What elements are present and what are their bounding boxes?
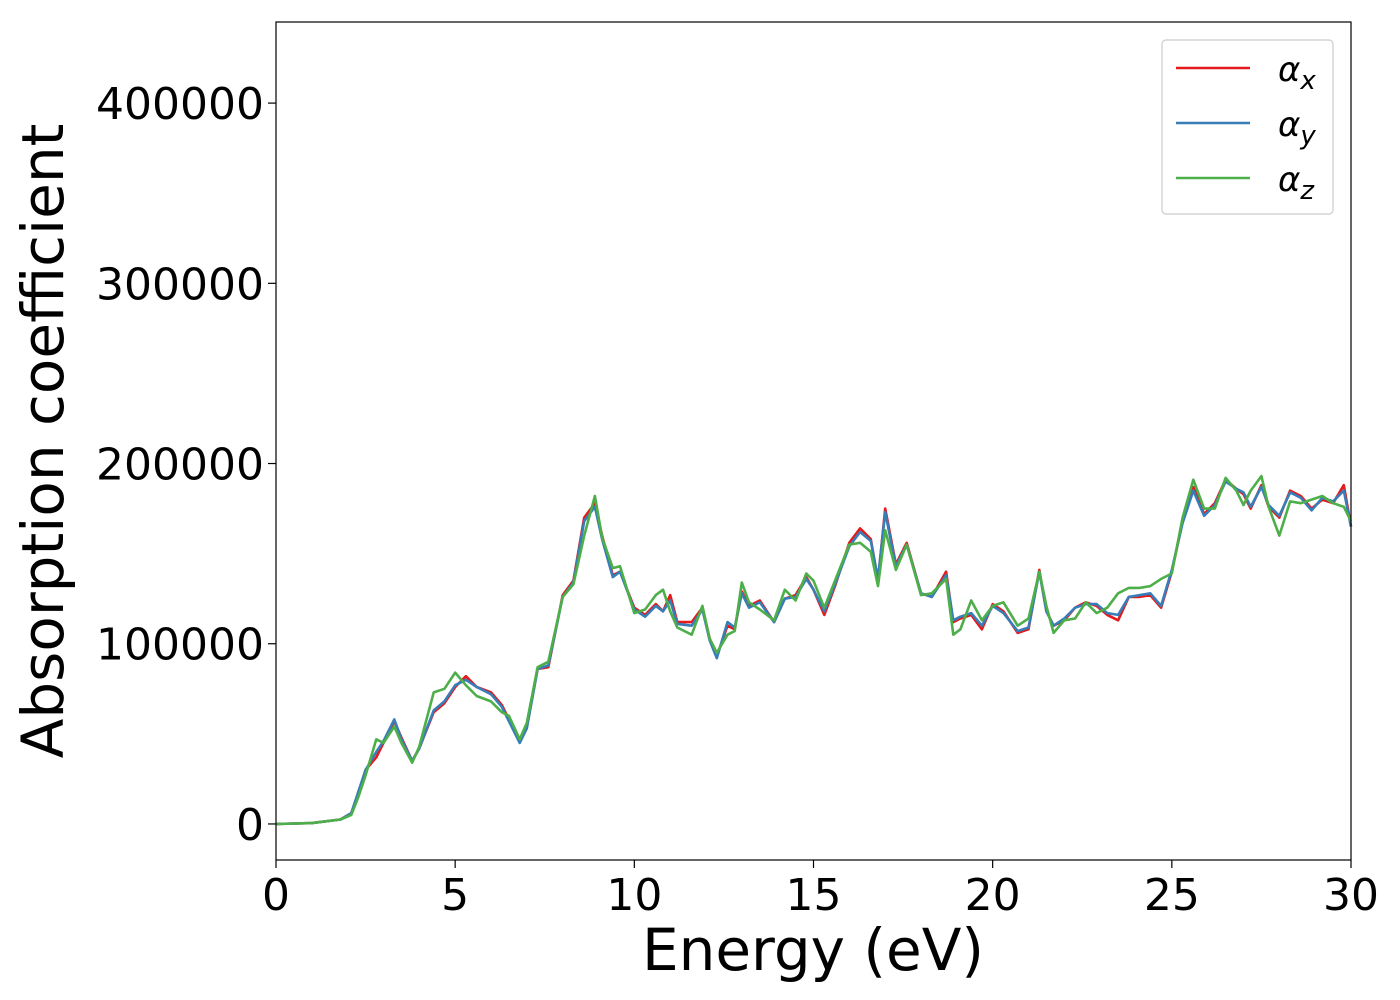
y-tick-label: 400000	[96, 79, 264, 130]
legend-label-x: αx	[1278, 50, 1316, 96]
x-axis-ticks: 0 5 10 15 20 25 30	[262, 860, 1379, 921]
x-tick-label: 10	[606, 870, 662, 921]
x-tick-label: 15	[786, 870, 842, 921]
x-tick-label: 0	[262, 870, 290, 921]
x-axis-title: Energy (eV)	[642, 916, 984, 984]
legend-box	[1161, 39, 1334, 215]
y-tick-label: 200000	[96, 440, 264, 491]
x-tick-label: 20	[965, 870, 1021, 921]
legend-label-z: αz	[1278, 160, 1315, 206]
y-axis-title: Absorption coefficient	[9, 124, 77, 759]
series-line-z	[275, 474, 1353, 826]
legend: αx αy αz	[1161, 39, 1334, 215]
legend-label-y: αy	[1278, 105, 1316, 151]
x-tick-label: 30	[1323, 870, 1379, 921]
y-axis-ticks: 0 100000 200000 300000 400000	[96, 79, 276, 851]
x-tick-label: 25	[1144, 870, 1200, 921]
y-tick-label: 0	[236, 800, 264, 851]
x-tick-label: 5	[441, 870, 469, 921]
plot-lines	[275, 474, 1353, 826]
y-tick-label: 300000	[96, 259, 264, 310]
y-tick-label: 100000	[96, 620, 264, 671]
